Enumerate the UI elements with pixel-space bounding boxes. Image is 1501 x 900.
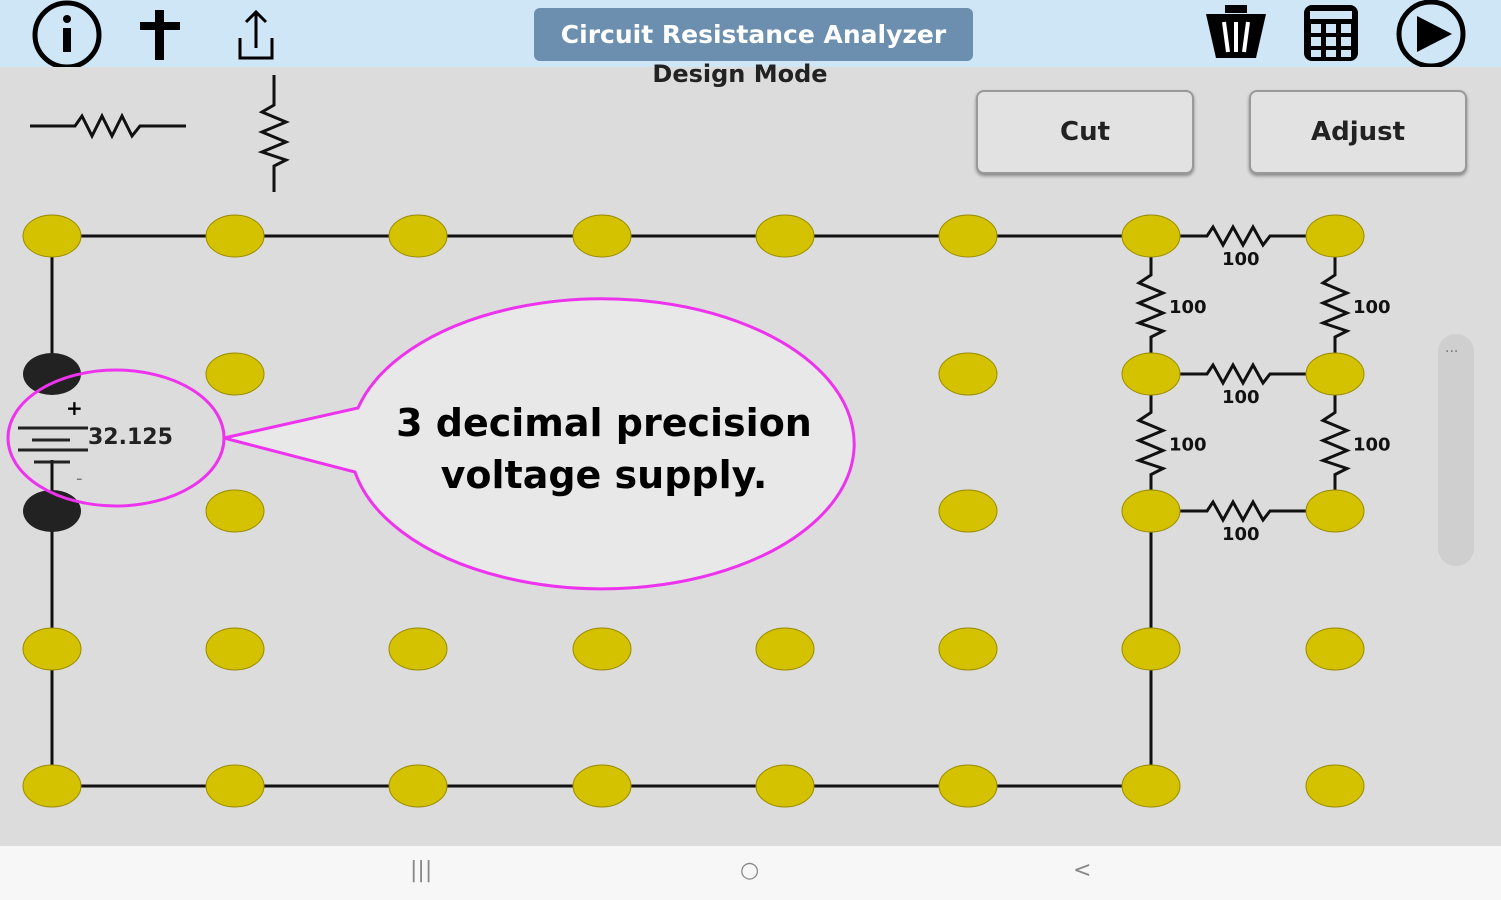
add-icon[interactable] — [140, 10, 180, 60]
grid-node[interactable] — [755, 627, 815, 671]
grid-node[interactable] — [1121, 627, 1181, 671]
grid-node[interactable] — [22, 214, 82, 258]
recent-apps-button[interactable]: ||| — [410, 858, 433, 883]
resistor-value: 100 — [1222, 249, 1260, 270]
grid-node[interactable] — [572, 214, 632, 258]
palette-vertical-resistor[interactable] — [257, 75, 290, 192]
resistor-value: 100 — [1353, 435, 1391, 456]
resistor-value: 100 — [1169, 297, 1207, 318]
grid-node[interactable] — [938, 627, 998, 671]
calculator-icon[interactable] — [1304, 5, 1358, 61]
grid-node[interactable] — [1305, 627, 1365, 671]
svg-text:···: ··· — [1445, 344, 1458, 360]
callout-line-1: 3 decimal precision — [396, 401, 812, 445]
grid-node[interactable] — [205, 489, 265, 533]
system-nav-bar — [0, 846, 1501, 900]
share-icon[interactable] — [238, 9, 274, 60]
battery-plus: + — [66, 396, 83, 420]
grid-node[interactable] — [755, 764, 815, 808]
resistor-value: 100 — [1222, 387, 1260, 408]
resistor-value: 100 — [1222, 524, 1260, 545]
grid-node[interactable] — [1305, 214, 1365, 258]
resistor-r-bot[interactable]: 100 — [1151, 498, 1335, 545]
back-button[interactable]: < — [1073, 858, 1092, 883]
grid-node[interactable] — [938, 214, 998, 258]
toolbar-icons — [32, 0, 1466, 67]
battery[interactable]: + - 32.125 — [23, 353, 173, 532]
callout: 3 decimal precision voltage supply. — [6, 297, 856, 591]
battery-minus: - — [76, 468, 83, 489]
grid-node[interactable] — [205, 764, 265, 808]
battery-node-negative[interactable] — [23, 490, 81, 532]
resistor-r-left-upper[interactable]: 100 — [1134, 236, 1207, 374]
grid-node[interactable] — [1121, 352, 1181, 396]
grid-node[interactable] — [1121, 489, 1181, 533]
home-button[interactable]: ○ — [740, 858, 760, 883]
grid-node[interactable] — [205, 352, 265, 396]
grid-node[interactable] — [22, 627, 82, 671]
resistor-r-top[interactable]: 100 — [1151, 223, 1335, 270]
resistor-value: 100 — [1353, 297, 1391, 318]
info-icon[interactable] — [32, 0, 102, 67]
cut-button[interactable]: Cut — [976, 90, 1194, 174]
callout-line-2: voltage supply. — [441, 453, 768, 497]
grid-node[interactable] — [388, 627, 448, 671]
trash-icon[interactable] — [1206, 5, 1266, 58]
palette-horizontal-resistor[interactable] — [30, 112, 186, 140]
grid-node[interactable] — [205, 214, 265, 258]
grid-node[interactable] — [205, 627, 265, 671]
grid-node[interactable] — [938, 489, 998, 533]
grid-node[interactable] — [1305, 489, 1365, 533]
grid-node[interactable] — [1121, 764, 1181, 808]
resistor-r-right-lower[interactable]: 100 — [1318, 374, 1391, 511]
grid-node[interactable] — [938, 764, 998, 808]
app-title: Circuit Resistance Analyzer — [534, 8, 973, 61]
grid-node[interactable] — [938, 352, 998, 396]
grid-node[interactable] — [1305, 352, 1365, 396]
grid-node[interactable] — [755, 214, 815, 258]
battery-voltage: 32.125 — [88, 425, 173, 450]
circuit-board[interactable]: 100 100 100 100 100 100 100 + - 32.125 3 decim… — [0, 0, 1501, 846]
battery-node-positive[interactable] — [23, 353, 81, 395]
grid-node[interactable] — [388, 214, 448, 258]
grid-node[interactable] — [388, 764, 448, 808]
scrollbar[interactable]: ··· — [1438, 334, 1474, 566]
resistor-value: 100 — [1169, 435, 1207, 456]
grid-node[interactable] — [1121, 214, 1181, 258]
mode-label: Design Mode — [652, 60, 828, 88]
resistor-r-right-upper[interactable]: 100 — [1318, 236, 1391, 374]
grid-node[interactable] — [1305, 764, 1365, 808]
adjust-button[interactable]: Adjust — [1249, 90, 1467, 174]
play-icon[interactable] — [1396, 0, 1466, 67]
resistor-r-mid[interactable]: 100 — [1151, 361, 1335, 408]
grid-node[interactable] — [22, 764, 82, 808]
grid-node[interactable] — [572, 764, 632, 808]
resistor-r-left-lower[interactable]: 100 — [1134, 374, 1207, 511]
grid-node[interactable] — [572, 627, 632, 671]
